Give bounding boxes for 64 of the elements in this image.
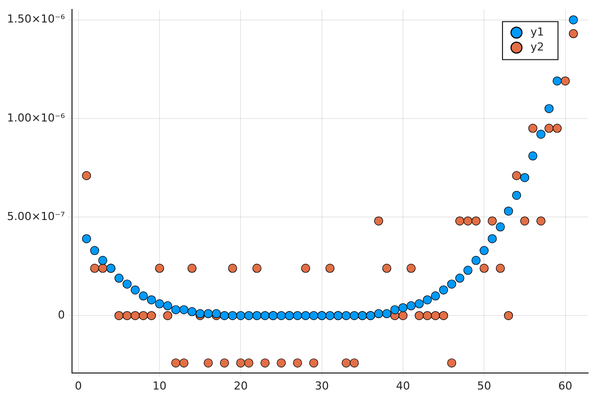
point: [382, 309, 392, 318]
point: [504, 206, 513, 216]
x-tick-label: 60: [558, 379, 572, 392]
point: [414, 299, 424, 308]
point: [480, 246, 489, 256]
point: [90, 246, 100, 256]
point: [488, 234, 497, 244]
point: [544, 104, 554, 114]
point: [114, 274, 124, 283]
x-tick-label: 20: [234, 379, 248, 392]
point: [496, 222, 505, 232]
point: [422, 295, 432, 304]
x-tick-label: 10: [152, 379, 167, 392]
point: [220, 311, 229, 320]
point: [520, 173, 530, 182]
point: [171, 305, 180, 314]
point: [163, 301, 172, 310]
point: [252, 311, 262, 320]
point: [430, 291, 440, 300]
point: [568, 15, 578, 24]
point: [228, 311, 238, 320]
point: [463, 266, 472, 275]
point: [398, 303, 408, 312]
x-tick-label: 50: [477, 379, 492, 392]
point: [293, 311, 302, 320]
point: [309, 311, 318, 320]
y-tick-label: 1.50×10⁻⁶: [7, 12, 66, 26]
point: [179, 305, 188, 314]
point: [301, 311, 310, 320]
point: [350, 311, 359, 320]
point: [455, 274, 464, 283]
point: [260, 311, 270, 320]
point: [325, 311, 334, 320]
y-tick-label: 1.00×10⁻⁶: [7, 111, 66, 124]
point: [390, 305, 400, 314]
point: [138, 291, 148, 300]
point: [447, 280, 456, 289]
point: [472, 256, 481, 265]
point: [82, 234, 92, 244]
x-tick-label: 0: [74, 379, 82, 392]
y-tick-label: 0: [58, 308, 65, 322]
point: [276, 311, 286, 320]
point: [130, 285, 140, 294]
legend-label: y2: [530, 40, 544, 54]
point: [146, 295, 156, 304]
point: [98, 256, 108, 265]
point: [204, 309, 213, 318]
x-tick-label: 30: [314, 379, 329, 392]
point: [155, 299, 164, 308]
point: [536, 130, 546, 139]
point: [512, 190, 522, 200]
y-tick-label: 5.00×10⁻⁷: [7, 210, 65, 223]
point: [406, 301, 416, 310]
point: [244, 311, 254, 320]
point: [528, 151, 538, 160]
point: [374, 309, 384, 318]
point: [552, 76, 562, 86]
point: [342, 311, 351, 320]
point: [236, 311, 246, 320]
point: [122, 280, 132, 289]
point: [439, 285, 448, 294]
legend-label: y1: [530, 25, 544, 38]
point: [188, 307, 197, 316]
x-tick-label: 40: [396, 379, 410, 392]
